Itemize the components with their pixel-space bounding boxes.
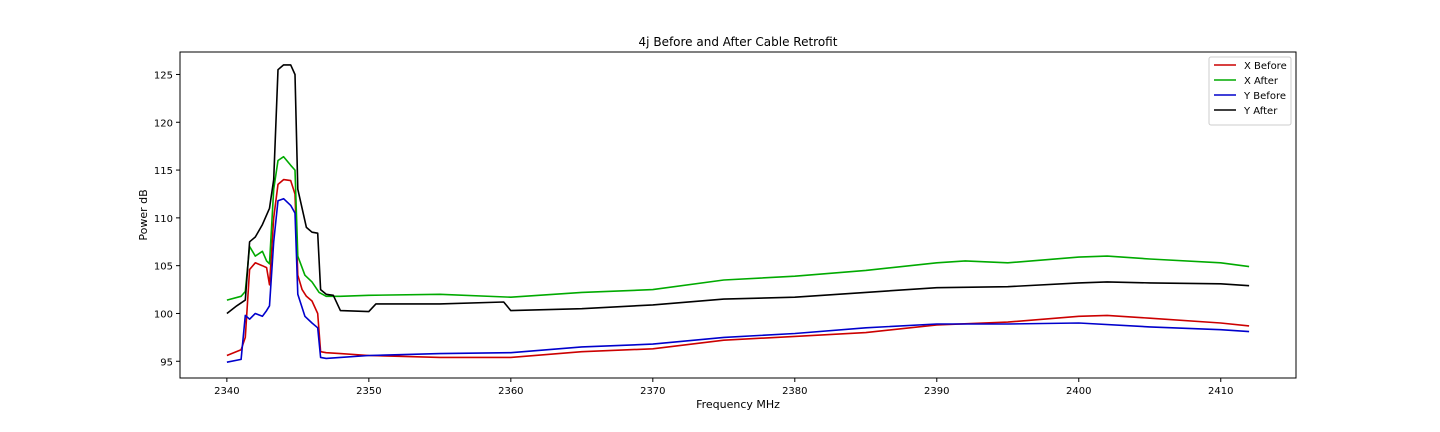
x-tick-label: 2390 (924, 386, 949, 397)
x-tick-label: 2360 (498, 386, 523, 397)
legend-entry-label: X Before (1244, 61, 1287, 72)
y-tick-label: 110 (154, 214, 173, 225)
tick-layer: 2340 2350 2360 2370 2380 2390 2400 2410 95 100 105… (154, 70, 1234, 397)
y-tick-label: 125 (154, 70, 173, 81)
series-line-y-before (226, 197, 1250, 363)
series-line-y-after (226, 64, 1250, 315)
legend-entry-label: X After (1244, 76, 1279, 87)
legend: X Before X After Y Before Y After (1208, 56, 1292, 126)
y-tick-label: 100 (154, 309, 173, 320)
series-layer (226, 64, 1250, 363)
plot-area-frame (179, 51, 1297, 379)
x-tick-label: 2380 (782, 386, 807, 397)
legend-entry-label: Y Before (1243, 91, 1286, 102)
y-tick-label: 105 (154, 262, 173, 273)
x-tick-label: 2340 (214, 386, 239, 397)
x-tick-label: 2370 (640, 386, 665, 397)
y-tick-label: 120 (154, 118, 173, 129)
y-axis-label: Power dB (137, 189, 150, 240)
chart-title: 4j Before and After Cable Retrofit (639, 35, 838, 49)
y-tick-label: 95 (160, 357, 173, 368)
x-tick-label: 2400 (1066, 386, 1091, 397)
legend-box (1208, 56, 1292, 126)
y-tick-label: 115 (154, 166, 173, 177)
x-tick-label: 2350 (356, 386, 381, 397)
legend-entry-label: Y After (1243, 106, 1278, 117)
x-axis-label: Frequency MHz (696, 398, 780, 411)
x-tick-label: 2410 (1208, 386, 1233, 397)
series-line-x-after (226, 155, 1250, 301)
